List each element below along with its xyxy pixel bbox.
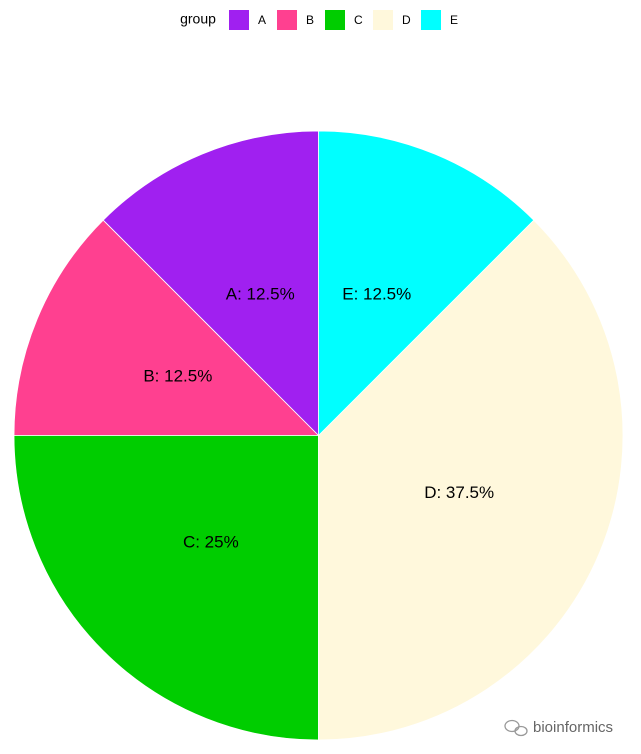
- legend-key: [277, 10, 297, 30]
- pie-slice: [13, 219, 320, 436]
- legend-key: [421, 10, 441, 30]
- legend-label: C: [354, 13, 363, 27]
- watermark-icon: [504, 719, 528, 737]
- pie-slice: [318, 130, 535, 437]
- slice-label: E: 12.5%: [342, 284, 411, 303]
- legend-title: group: [180, 11, 216, 27]
- slice-label: A: 12.5%: [226, 284, 295, 303]
- pie-slice: [102, 130, 319, 437]
- slice-label: C: 25%: [183, 533, 239, 552]
- pie-slice: [318, 219, 624, 741]
- legend-key: [325, 10, 345, 30]
- slice-label: B: 12.5%: [143, 367, 212, 386]
- legend-label: E: [450, 13, 458, 27]
- watermark: bioinformics: [533, 719, 613, 736]
- legend-label: B: [306, 13, 314, 27]
- legend-label: D: [402, 13, 411, 27]
- pie-slice: [13, 435, 319, 741]
- legend-label: A: [258, 13, 266, 27]
- legend-key: [373, 10, 393, 30]
- legend-key: [229, 10, 249, 30]
- slice-label: D: 37.5%: [424, 483, 494, 502]
